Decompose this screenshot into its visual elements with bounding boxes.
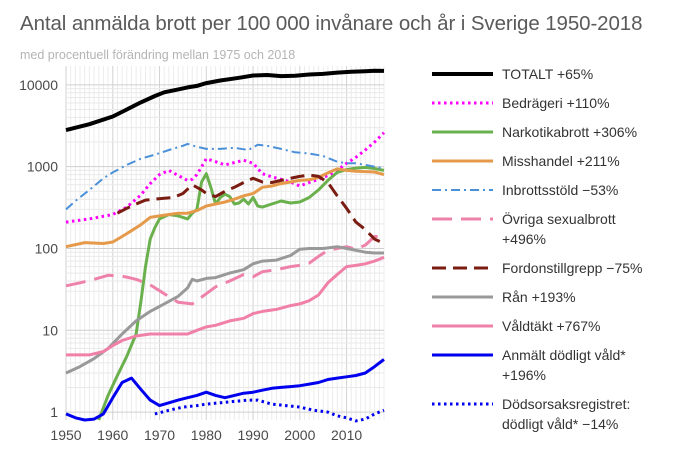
legend-label-1: Bedrägeri +110% xyxy=(502,95,610,111)
chart-subtitle: med procentuell förändring mellan 1975 o… xyxy=(20,48,296,62)
series-lines xyxy=(65,68,386,423)
x-tick-label: 1990 xyxy=(237,427,268,443)
y-tick-label: 1 xyxy=(50,404,58,420)
series-line-3 xyxy=(65,167,385,249)
legend-label-8: Våldtäkt +767% xyxy=(502,318,600,334)
x-tick-label: 1970 xyxy=(144,427,175,443)
legend: TOTALT +65% Bedrägeri +110% Narkotikabrott… xyxy=(432,66,642,432)
x-tick-label: 1980 xyxy=(191,427,222,443)
series-line-0 xyxy=(65,68,385,133)
series-line-4 xyxy=(65,142,385,211)
x-tick-label: 1960 xyxy=(97,427,128,443)
x-tick-label: 2010 xyxy=(331,427,362,443)
legend-label-4: Inbrottsstöld −53% xyxy=(502,182,618,198)
x-tick-label: 1950 xyxy=(50,427,81,443)
chart-title: Antal anmälda brott per 100 000 invånare… xyxy=(20,12,643,35)
y-tick-label: 1000 xyxy=(27,159,58,175)
series-line-8 xyxy=(66,255,385,357)
legend-label-5: Övriga sexualbrott xyxy=(502,210,616,227)
legend-label-2: Narkotikabrott +306% xyxy=(502,124,637,140)
legend-label-6: Fordonstillgrepp −75% xyxy=(502,260,642,276)
axes: 1950 1960 1970 1980 1990 2000 2010 1 10 100 1000 10… xyxy=(19,77,362,443)
series-line-6 xyxy=(116,173,385,245)
series-line-1 xyxy=(65,131,386,224)
legend-label-9: Anmält dödligt våld* xyxy=(502,347,626,363)
x-tick-label: 2000 xyxy=(284,427,315,443)
legend-label-0: TOTALT +65% xyxy=(502,66,593,82)
legend-label-10: dödligt våld* −14% xyxy=(502,416,618,432)
y-tick-label: 10 xyxy=(42,322,58,338)
legend-label-9: +196% xyxy=(502,367,546,383)
legend-label-7: Rån +193% xyxy=(502,289,576,305)
legend-label-3: Misshandel +211% xyxy=(502,153,620,169)
series-line-9 xyxy=(65,358,385,422)
series-line-2 xyxy=(97,165,385,421)
y-tick-label: 10000 xyxy=(19,77,58,93)
legend-label-10: Dödsorsaksregistret: xyxy=(502,396,630,412)
series-line-10 xyxy=(154,398,385,423)
legend-label-5: +496% xyxy=(502,231,546,247)
series-line-7 xyxy=(65,245,384,375)
y-tick-label: 100 xyxy=(35,240,59,256)
